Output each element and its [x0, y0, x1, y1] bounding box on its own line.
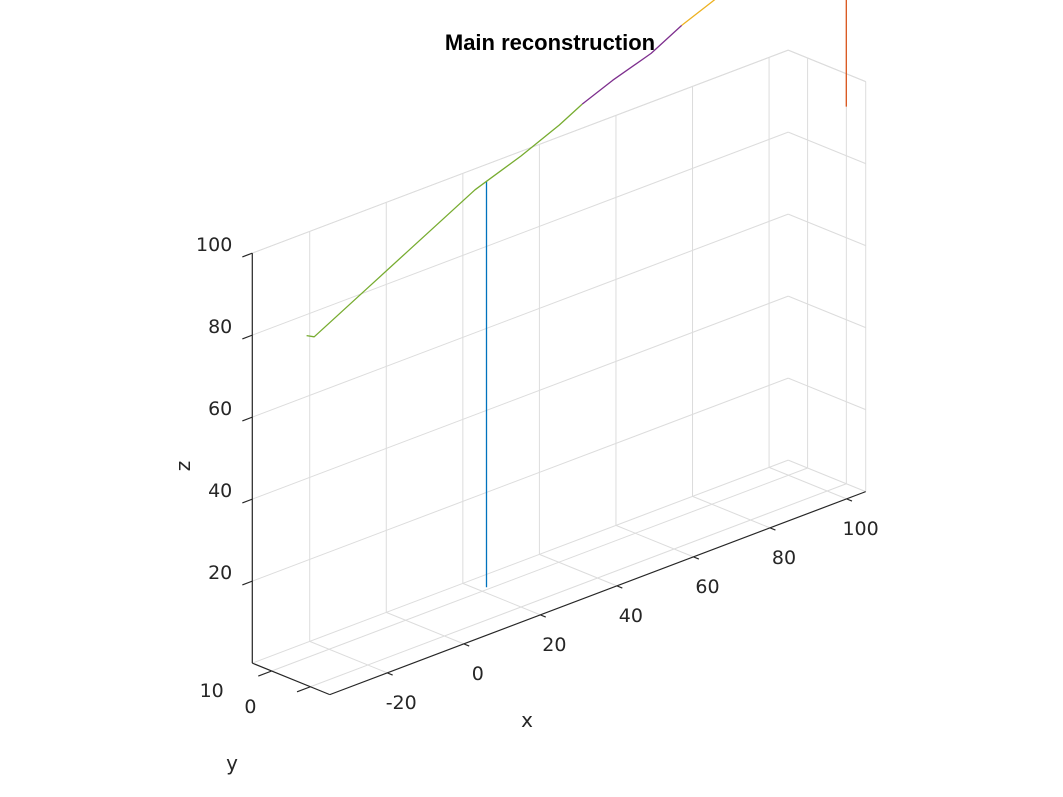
z-tick-label: 100: [196, 234, 232, 256]
grid-line-z-back: [252, 377, 789, 582]
box-edge: [252, 459, 789, 664]
tick-labels: -20 0 20 40 60 80 100 0 10 20 40 60 80 100: [196, 234, 879, 718]
y-tick-mark: [296, 686, 311, 693]
y-tick-label: 10: [200, 680, 224, 702]
x-axis-label: x: [521, 708, 533, 732]
grid-line-x-floor: [539, 553, 618, 587]
x-tick-label: 40: [619, 605, 643, 627]
z-tick-mark: [242, 334, 253, 340]
grid-line-x-floor: [615, 524, 694, 558]
y-tick-mark: [258, 670, 272, 677]
grid-line-x-floor: [768, 466, 847, 500]
z-tick-mark: [242, 416, 253, 422]
x-tick-label: 100: [842, 518, 878, 540]
y-tick-label: 0: [244, 696, 256, 718]
box-edge: [252, 49, 789, 254]
z-tick-label: 40: [208, 480, 232, 502]
chart-title: Main reconstruction: [445, 30, 655, 55]
grid-line-y-floor: [310, 483, 847, 688]
x-tick-label: 20: [542, 634, 566, 656]
y-axis-line: [252, 662, 331, 696]
grid-line-x-floor: [386, 611, 464, 645]
grid-line-x-floor: [692, 495, 771, 529]
x-tick-label: 80: [772, 547, 796, 569]
grid-line-z-back: [252, 131, 789, 336]
grid-lines: [251, 49, 867, 688]
grid-line-z-side: [788, 213, 866, 247]
x-tick-mark: [540, 614, 546, 618]
grid-line-x-floor: [309, 640, 388, 674]
x-tick-mark: [769, 527, 776, 531]
grid-line-z-back: [252, 295, 789, 500]
x-tick-label: -20: [386, 692, 417, 714]
box-edge: [788, 49, 866, 83]
z-axis-label: z: [171, 461, 195, 472]
data-series-line-3: [581, 24, 683, 105]
axes: [242, 252, 866, 696]
grid-line-y-floor: [271, 467, 808, 672]
x-tick-mark: [693, 556, 700, 560]
x-tick-mark: [386, 672, 393, 676]
grid-line-z-side: [788, 377, 866, 411]
grid-line-x-floor: [462, 582, 541, 616]
data-series-line-4: [681, 0, 716, 26]
y-axis-label: y: [226, 751, 238, 775]
x-tick-mark: [616, 585, 623, 589]
x-tick-mark: [463, 643, 470, 647]
grid-line-z-back: [252, 213, 789, 418]
box-edge: [788, 459, 866, 493]
z-tick-label: 80: [208, 316, 232, 338]
x-tick-label: 0: [472, 663, 484, 685]
x-axis-line: [329, 491, 866, 696]
z-tick-label: 20: [208, 562, 232, 584]
x-tick-mark: [846, 498, 853, 502]
data-series: [306, 0, 847, 588]
grid-line-z-side: [788, 131, 866, 165]
x-tick-label: 60: [695, 576, 719, 598]
z-tick-mark: [242, 580, 253, 586]
z-tick-label: 60: [208, 398, 232, 420]
data-series-line-2: [306, 103, 583, 338]
z-tick-mark: [242, 498, 253, 504]
grid-line-z-side: [788, 295, 866, 329]
z-tick-mark: [242, 252, 253, 258]
